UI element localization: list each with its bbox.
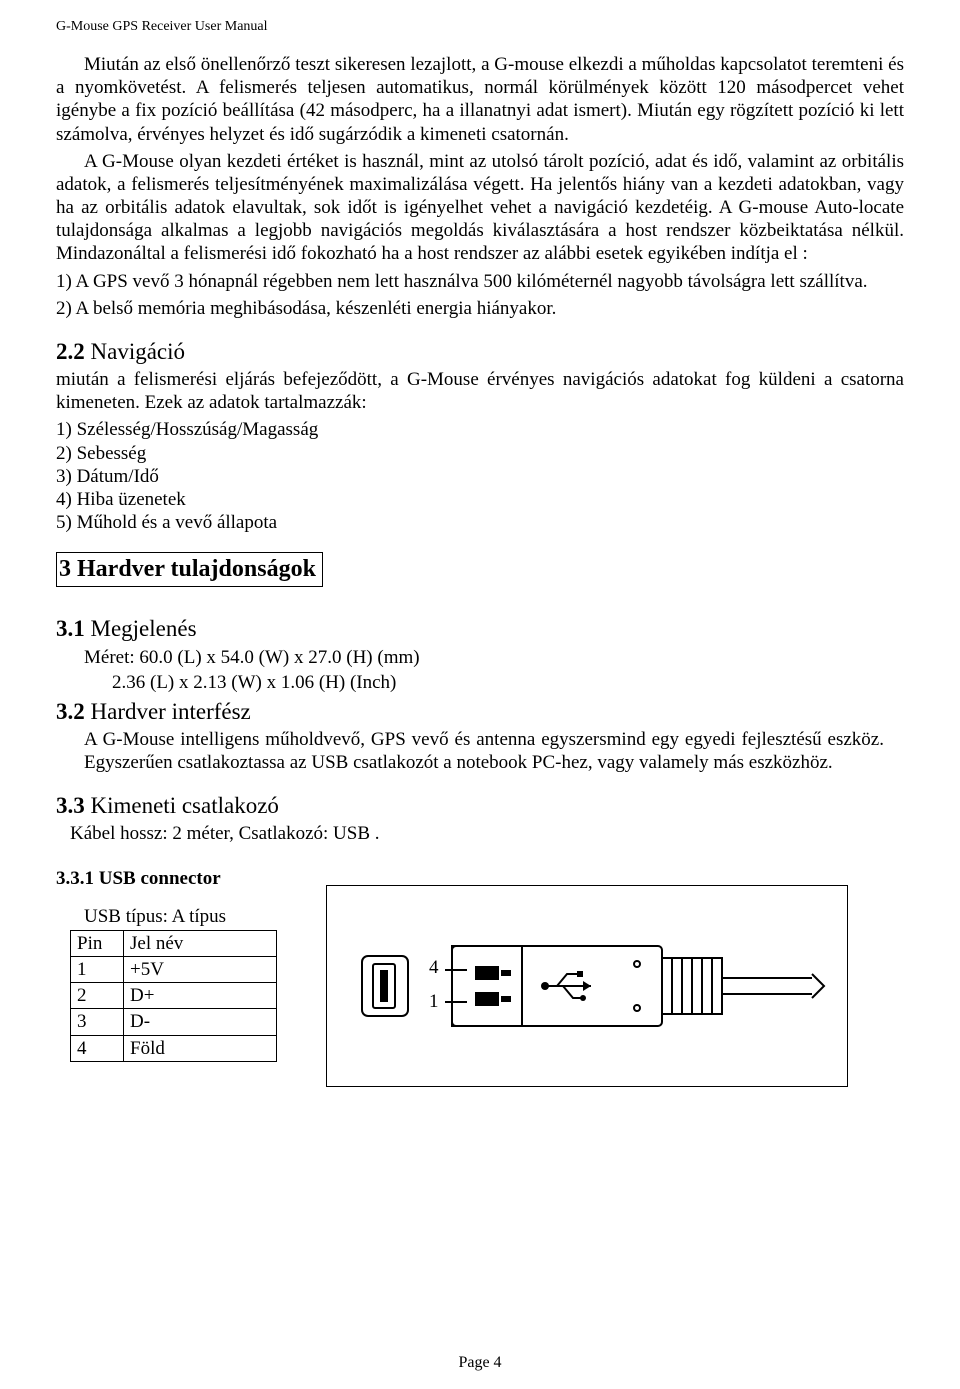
usb-type-label: USB típus: A típus (84, 905, 286, 928)
table-cell: 2 (71, 983, 124, 1009)
page-header: G-Mouse GPS Receiver User Manual (56, 18, 904, 35)
table-row: 1 +5V (71, 957, 277, 983)
pin-table-block: USB típus: A típus Pin Jel név 1 +5V 2 D… (56, 905, 286, 1062)
table-row: 2 D+ (71, 983, 277, 1009)
section-heading-3-2: 3.2 Hardver interfész (56, 698, 904, 726)
pin-label-4: 4 (429, 956, 439, 979)
pin-label-1: 1 (429, 990, 439, 1013)
dimension-line: 2.36 (L) x 2.13 (W) x 1.06 (H) (Inch) (112, 671, 904, 694)
usb-connector-section: USB típus: A típus Pin Jel név 1 +5V 2 D… (56, 905, 904, 1087)
table-cell: 1 (71, 957, 124, 983)
table-header: Jel név (124, 930, 277, 956)
table-row: 3 D- (71, 1009, 277, 1035)
list-item: 2) A belső memória meghibásodása, készen… (56, 297, 904, 320)
paragraph: Miután az első önellenőrző teszt sikeres… (56, 53, 904, 146)
navigation-data-list: 1) Szélesség/Hosszúság/Magasság 2) Sebes… (56, 418, 904, 534)
list-item: 1) A GPS vevő 3 hónapnál régebben nem le… (56, 270, 904, 293)
list-item: 3) Dátum/Idő (56, 465, 904, 488)
list-item: 2) Sebesség (56, 442, 904, 465)
table-cell: Föld (124, 1035, 277, 1061)
page-number: Page 4 (0, 1353, 960, 1373)
section-number: 2.2 (56, 339, 85, 364)
list-item: 4) Hiba üzenetek (56, 488, 904, 511)
table-row: 4 Föld (71, 1035, 277, 1061)
usb-connector-icon (357, 936, 827, 1046)
table-header: Pin (71, 930, 124, 956)
section-heading-3-box: 3 Hardver tulajdonságok (56, 552, 323, 587)
usb-connector-diagram: 4 1 (326, 885, 848, 1087)
section-heading-3-3: 3.3 Kimeneti csatlakozó (56, 792, 904, 820)
section-title: Kimeneti csatlakozó (85, 793, 279, 818)
table-cell: 3 (71, 1009, 124, 1035)
table-cell: D- (124, 1009, 277, 1035)
section-number: 3.2 (56, 699, 85, 724)
table-row: Pin Jel név (71, 930, 277, 956)
list-item: 1) Szélesség/Hosszúság/Magasság (56, 418, 904, 441)
section-title: Hardver interfész (85, 699, 251, 724)
section-heading-2-2: 2.2 Navigáció (56, 338, 904, 366)
document-page: G-Mouse GPS Receiver User Manual Miután … (0, 0, 960, 1389)
table-cell: D+ (124, 983, 277, 1009)
section-number: 3.3 (56, 793, 85, 818)
paragraph: Kábel hossz: 2 méter, Csatlakozó: USB . (70, 822, 904, 845)
section-title: Megjelenés (85, 616, 197, 641)
dimension-line: Méret: 60.0 (L) x 54.0 (W) x 27.0 (H) (m… (84, 646, 904, 669)
paragraph: A G-Mouse olyan kezdeti értéket is haszn… (56, 150, 904, 266)
section-title: Navigáció (85, 339, 185, 364)
table-cell: +5V (124, 957, 277, 983)
paragraph: A G-Mouse intelligens műholdvevő, GPS ve… (84, 728, 884, 774)
pin-table: Pin Jel név 1 +5V 2 D+ 3 D- 4 Föld (70, 930, 277, 1062)
table-cell: 4 (71, 1035, 124, 1061)
section-heading-3-1: 3.1 Megjelenés (56, 615, 904, 643)
paragraph: miután a felismerési eljárás befejeződöt… (56, 368, 904, 414)
section-number: 3.1 (56, 616, 85, 641)
list-item: 5) Műhold és a vevő állapota (56, 511, 904, 534)
